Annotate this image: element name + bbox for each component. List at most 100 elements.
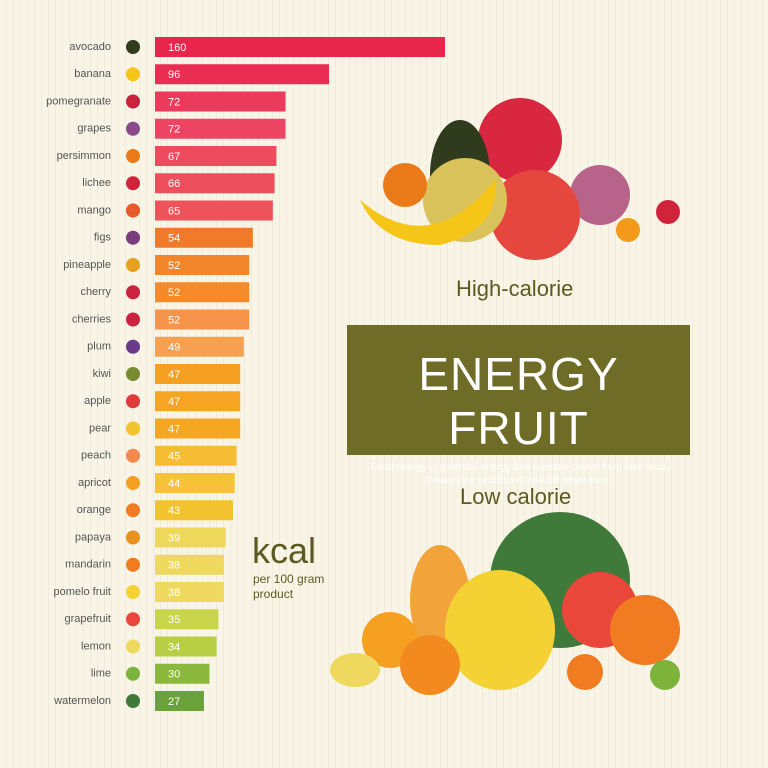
category-label: cherry (80, 286, 111, 298)
fruit-icon (126, 312, 140, 327)
fruit-icon (126, 67, 140, 82)
category-label: kiwi (93, 368, 111, 380)
fruit-icon (126, 149, 140, 163)
category-label: avocado (69, 41, 111, 53)
bar (155, 173, 275, 194)
fruit-icon (126, 694, 140, 708)
value-label: 72 (168, 96, 180, 108)
value-label: 49 (168, 342, 180, 354)
category-label: watermelon (53, 695, 111, 707)
category-label: persimmon (57, 150, 111, 162)
category-label: mango (77, 204, 111, 216)
bar (155, 64, 329, 85)
value-label: 47 (168, 369, 180, 381)
bar (155, 91, 286, 112)
category-label: papaya (75, 531, 112, 543)
bar (155, 37, 445, 57)
bar (155, 146, 277, 166)
bar (155, 282, 250, 303)
value-label: 27 (168, 696, 180, 708)
value-label: 44 (168, 478, 180, 490)
fruit-icon (126, 394, 140, 409)
category-label: pomelo fruit (54, 586, 111, 598)
fruit-icon (126, 448, 140, 463)
value-label: 72 (168, 124, 180, 136)
bar (155, 336, 244, 357)
bar (155, 663, 210, 684)
fruit-icon (126, 40, 140, 54)
bar (155, 691, 204, 711)
category-label: apricot (78, 477, 111, 489)
category-label: apple (84, 395, 111, 407)
category-label: orange (77, 504, 111, 516)
fruit-icon (126, 285, 140, 300)
low-calorie-illustration (330, 512, 680, 695)
bar (155, 473, 235, 493)
category-label: plum (87, 341, 111, 353)
bar (155, 118, 286, 139)
bar (155, 609, 219, 630)
description: Food energy is potential energy that hum… (370, 462, 667, 486)
value-label: 47 (168, 423, 180, 435)
fruit-icon (126, 367, 140, 381)
category-label: grapefruit (65, 613, 111, 625)
bar (155, 418, 241, 439)
value-label: 38 (168, 560, 180, 572)
category-label: peach (81, 450, 111, 462)
bar (155, 500, 233, 521)
category-label: pineapple (63, 259, 111, 271)
fruit-icon (126, 203, 140, 218)
fruit-icon (126, 230, 140, 245)
fruit-icon (126, 258, 140, 272)
category-label: banana (74, 68, 112, 80)
value-label: 38 (168, 587, 180, 599)
fruit-icon (126, 639, 140, 654)
value-label: 96 (168, 69, 180, 81)
category-label: figs (94, 232, 112, 244)
category-label: pomegranate (46, 95, 111, 107)
bar (155, 445, 237, 466)
category-label: grapes (77, 123, 111, 135)
fruit-icon (126, 476, 140, 490)
bar (155, 200, 273, 221)
low-calorie-label: Low calorie (460, 484, 572, 509)
fruit-icon (126, 339, 140, 354)
fruit-icon (126, 530, 140, 545)
unit: kcal (252, 530, 317, 571)
fruit-icon (126, 421, 140, 436)
category-label: pear (89, 422, 111, 434)
value-label: 52 (168, 314, 180, 326)
value-label: 39 (168, 532, 180, 544)
fruit-icon (126, 503, 140, 518)
fruit-icon (126, 94, 140, 109)
bar (155, 227, 253, 248)
fruit-icon (126, 585, 140, 599)
bar (155, 636, 217, 657)
category-label: lemon (81, 640, 111, 652)
fruit-icon (126, 557, 140, 572)
bar (155, 554, 224, 575)
value-label: 66 (168, 178, 180, 190)
fruit-icon (126, 666, 140, 681)
value-label: 65 (168, 205, 180, 217)
high-calorie-illustration (360, 98, 680, 260)
bar (155, 309, 250, 330)
fruit-icon (126, 176, 140, 191)
value-label: 43 (168, 505, 180, 517)
category-label: lichee (82, 177, 111, 189)
bar (155, 527, 226, 548)
value-label: 52 (168, 287, 180, 299)
title-box: ENERGY FRUIT Food energy is potential en… (347, 325, 690, 486)
category-label: cherries (72, 313, 112, 325)
bar (155, 391, 241, 412)
title: ENERGY FRUIT (418, 348, 619, 454)
value-label: 47 (168, 396, 180, 408)
value-label: 160 (168, 42, 186, 54)
bar (155, 582, 224, 602)
high-calorie-label: High-calorie (456, 276, 574, 301)
value-label: 45 (168, 451, 180, 463)
bar (155, 364, 241, 384)
fruit-icon (126, 612, 140, 627)
